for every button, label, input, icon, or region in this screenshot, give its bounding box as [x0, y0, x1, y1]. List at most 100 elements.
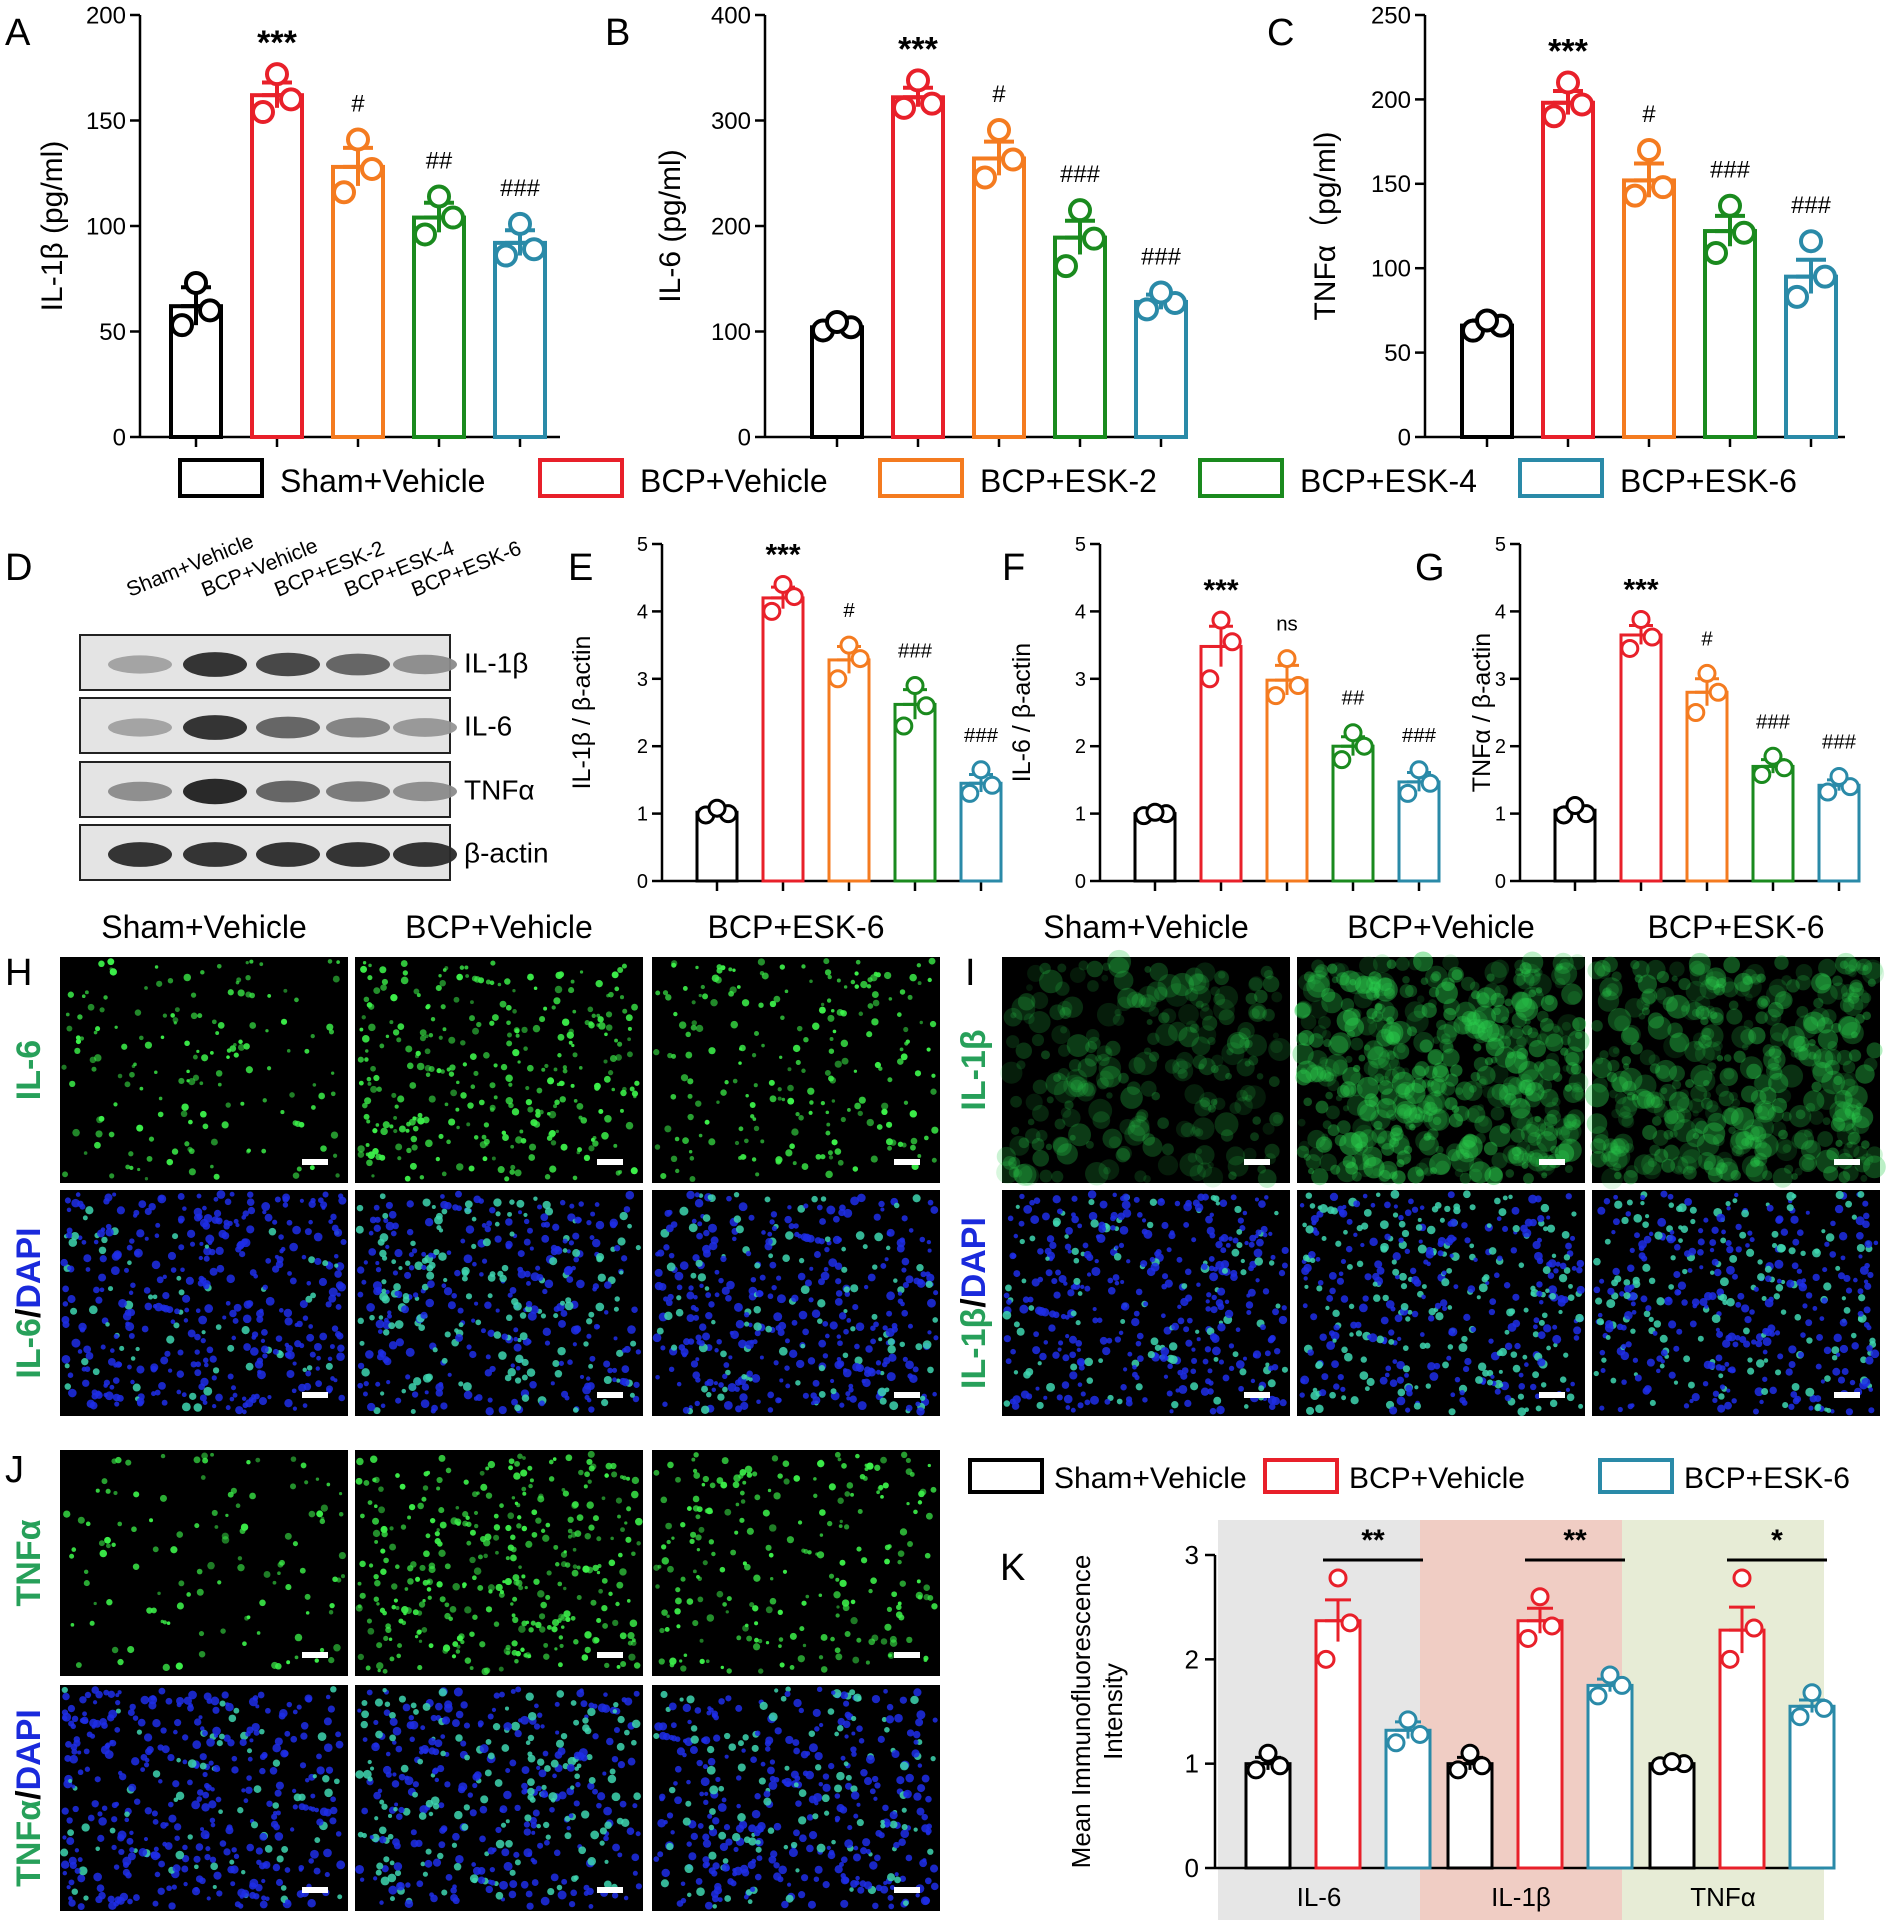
signal-blob [1808, 1039, 1816, 1047]
signal-dot [527, 1106, 534, 1113]
signal-blob [1563, 1082, 1584, 1103]
signal-blob [1763, 1048, 1786, 1071]
signal-blob [1112, 1014, 1125, 1026]
nucleus-dot [128, 1290, 134, 1295]
nucleus-dot [1232, 1351, 1239, 1358]
nucleus-dot [768, 1253, 774, 1259]
signal-dot [572, 1009, 577, 1014]
signal-dot [886, 1121, 893, 1128]
significance-label: ### [898, 641, 933, 663]
signal-blob [1319, 1153, 1337, 1172]
signal-dot [330, 1131, 339, 1139]
nucleus-dot [1745, 1243, 1750, 1248]
nucleus-dot [381, 1279, 387, 1285]
signal-blob [1461, 1010, 1477, 1027]
nucleus-dot [912, 1194, 921, 1203]
signal-dot [734, 1140, 740, 1146]
nucleus-dot [410, 1240, 416, 1247]
nucleus-dot [913, 1277, 921, 1285]
signal-blob [1085, 1161, 1109, 1186]
signal-dot [402, 970, 408, 976]
signal-dot [474, 976, 481, 983]
signal-dot [448, 1036, 456, 1044]
signal-blob [1768, 1045, 1782, 1059]
signal-blob [1569, 954, 1586, 970]
nucleus-dot [458, 1322, 464, 1328]
blot-band [256, 716, 320, 739]
signal-blob [1346, 1094, 1368, 1116]
signal-dot [724, 1080, 729, 1085]
signal-blob [1056, 1143, 1078, 1165]
signal-blob [1342, 1066, 1361, 1086]
nucleus-dot [771, 1225, 778, 1232]
nucleus-dot [1648, 1277, 1656, 1285]
signal-dot [553, 997, 561, 1005]
signal-dot [720, 1089, 727, 1096]
nucleus-dot [1061, 1381, 1070, 1389]
signal-blob [1688, 952, 1711, 975]
signal-blob [1781, 975, 1792, 986]
nucleus-dot [1656, 1355, 1663, 1362]
signal-blob [1585, 1083, 1610, 1108]
nucleus-dot [686, 1190, 695, 1200]
nucleus-dot [203, 1362, 209, 1368]
nucleus-dot [1082, 1242, 1089, 1249]
signal-blob [1447, 966, 1464, 983]
signal-blob [1834, 1089, 1853, 1109]
nucleus-dot [1711, 1226, 1719, 1234]
signal-dot [415, 1054, 419, 1059]
signal-blob [1319, 1056, 1328, 1066]
bar-4 [1703, 229, 1757, 439]
nucleus-dot [1080, 1391, 1086, 1397]
nucleus-dot [862, 1378, 871, 1388]
nucleus-dot [100, 1227, 106, 1232]
bar-3 [827, 658, 871, 883]
nucleus-dot [513, 1301, 522, 1311]
signal-dot [618, 1170, 623, 1175]
signal-blob [1520, 1069, 1544, 1093]
nucleus-dot [1858, 1294, 1866, 1302]
nucleus-dot [1749, 1237, 1755, 1243]
signal-blob [1606, 1071, 1618, 1083]
signal-dot [389, 1124, 394, 1129]
nucleus-dot [107, 1357, 116, 1366]
signal-dot [396, 1037, 402, 1043]
nucleus-dot [656, 1327, 664, 1335]
nucleus-dot [727, 1382, 737, 1392]
signal-dot [622, 1008, 628, 1014]
signal-blob [1552, 952, 1574, 974]
nucleus-dot [1437, 1250, 1444, 1257]
nucleus-dot [1697, 1228, 1704, 1234]
signal-blob [1344, 1017, 1365, 1038]
signal-blob [1046, 1096, 1054, 1104]
nucleus-dot [730, 1330, 739, 1340]
signal-blob [1815, 974, 1832, 991]
signal-blob [1521, 986, 1545, 1010]
nucleus-dot [632, 1395, 640, 1403]
nucleus-dot [1481, 1276, 1488, 1283]
signal-blob [1315, 1100, 1329, 1114]
data-point [1460, 1743, 1480, 1763]
nucleus-dot [1240, 1258, 1245, 1264]
signal-dot [750, 1114, 755, 1119]
nucleus-dot [586, 1318, 593, 1325]
signal-dot [899, 1047, 904, 1052]
nucleus-dot [1475, 1376, 1483, 1384]
data-point [1744, 1618, 1764, 1638]
nucleus-dot [215, 1246, 224, 1256]
signal-dot [549, 1165, 557, 1173]
nucleus-dot [375, 1319, 385, 1329]
signal-blob [1078, 960, 1089, 971]
signal-blob [1178, 1026, 1199, 1048]
data-point [894, 716, 914, 736]
y-tick-label: 1 [637, 804, 648, 826]
signal-blob [1602, 1150, 1619, 1167]
nucleus-dot [808, 1297, 814, 1303]
signal-dot [237, 989, 245, 997]
nucleus-dot [1176, 1256, 1183, 1263]
signal-blob [1653, 987, 1667, 1001]
signal-dot [878, 1066, 883, 1071]
nucleus-dot [268, 1227, 277, 1236]
nucleus-dot [83, 1345, 92, 1354]
